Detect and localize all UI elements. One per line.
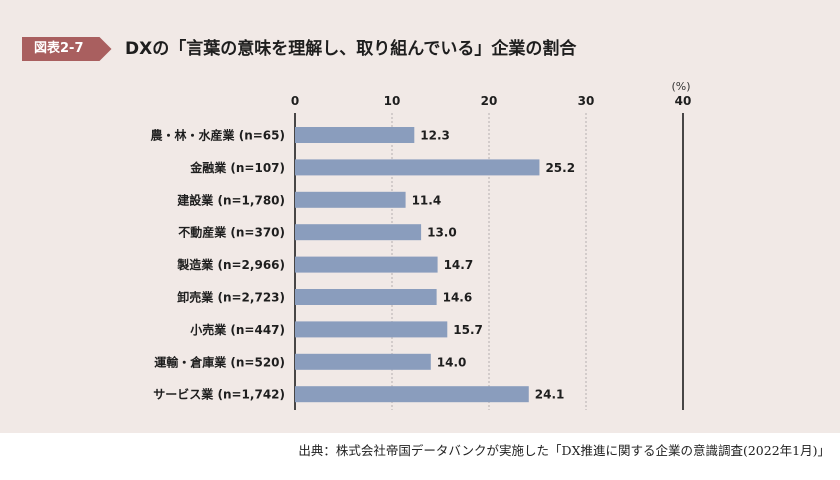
x-tick-label: 0 [291, 94, 299, 108]
category-label: 農・林・水産業 (n=65) [151, 128, 285, 143]
value-label: 11.4 [412, 193, 442, 207]
x-tick-label: 30 [578, 94, 595, 108]
source-note: 出典：株式会社帝国データバンクが実施した「DX推進に関する企業の意識調査(202… [298, 443, 830, 458]
value-label: 12.3 [420, 129, 450, 143]
bar [295, 256, 438, 273]
value-label: 13.0 [427, 226, 457, 240]
value-label: 15.7 [453, 323, 483, 337]
x-tick-label: 40 [675, 94, 692, 108]
figure-label: 図表2-7 [22, 37, 112, 61]
category-label: 小売業 (n=447) [190, 322, 285, 337]
bar [295, 127, 415, 143]
unit-label: (%) [671, 80, 690, 93]
category-label: 運輸・倉庫業 (n=520) [154, 354, 285, 369]
chart-title: DXの「言葉の意味を理解し、取り組んでいる」企業の割合 [125, 39, 577, 59]
category-label: 卸売業 (n=2,723) [177, 290, 285, 305]
bar-chart: 0 10 20 30 40(%) 農・林・水産業 (n=65) 12.3 金融業 (n=107… [151, 80, 692, 410]
category-label: 製造業 (n=2,966) [176, 257, 285, 272]
value-label: 14.6 [443, 291, 473, 305]
value-label: 14.7 [444, 258, 474, 272]
category-label: 建設業 (n=1,780) [176, 192, 285, 207]
value-label: 25.2 [545, 161, 575, 175]
bar [295, 353, 431, 370]
value-label: 14.0 [437, 355, 467, 369]
bar [295, 191, 406, 208]
bar [295, 224, 422, 241]
category-label: 不動産業 (n=370) [178, 225, 285, 240]
x-tick-label: 10 [384, 94, 401, 108]
bar [295, 386, 529, 403]
value-label: 24.1 [535, 388, 565, 402]
x-tick-label: 20 [481, 94, 498, 108]
bar [295, 321, 448, 338]
category-label: サービス業 (n=1,742) [153, 387, 285, 402]
category-label: 金融業 (n=107) [189, 160, 285, 175]
bar [295, 159, 540, 176]
bar [295, 289, 437, 305]
